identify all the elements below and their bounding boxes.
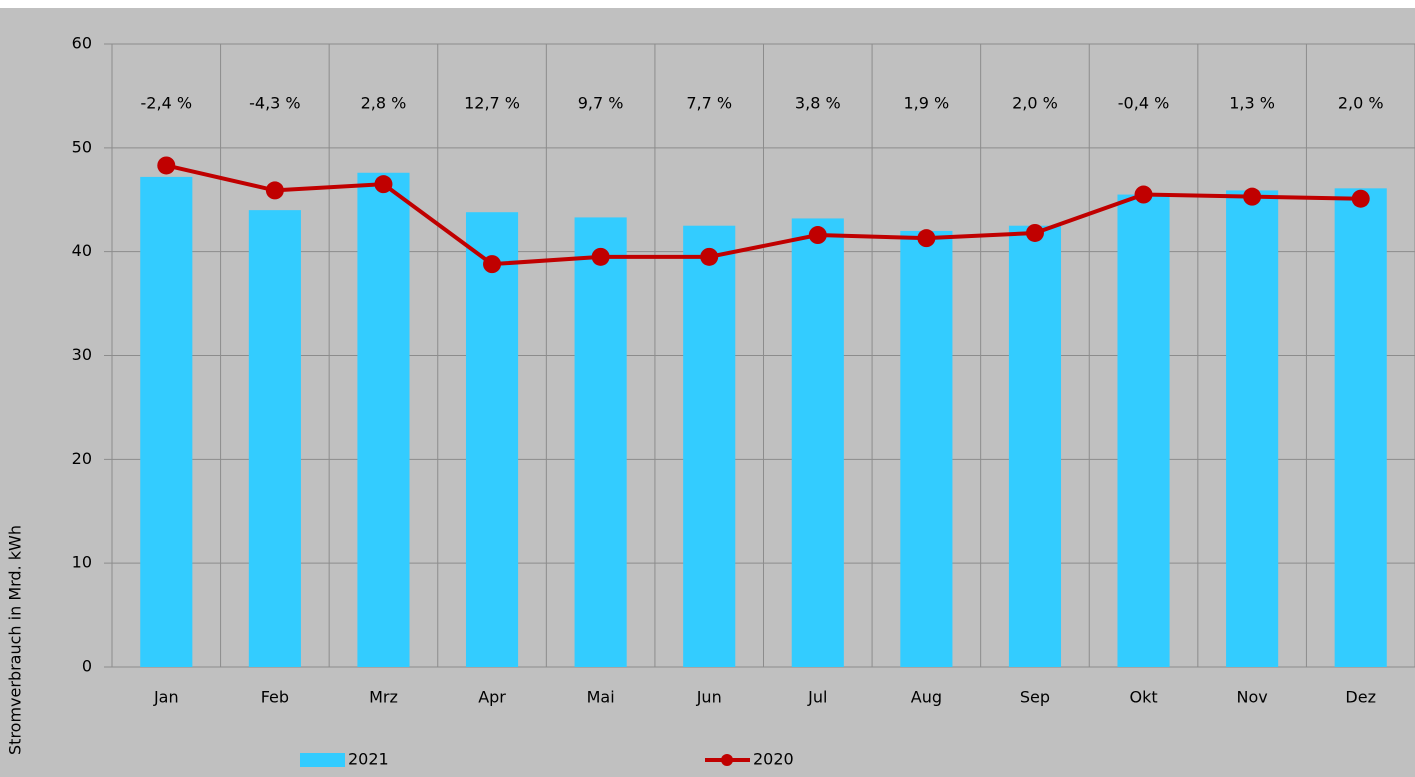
line (165, 163, 1361, 267)
annotation: -4,3 % (249, 94, 301, 113)
marker (591, 247, 610, 266)
marker (1025, 223, 1044, 242)
x-tick-label: Apr (478, 688, 506, 707)
marker (265, 181, 284, 200)
annotation: 7,7 % (686, 94, 732, 113)
bar (683, 225, 736, 668)
bar (357, 172, 410, 667)
y-tick-label: 10 (72, 553, 92, 572)
legend-label: 2021 (348, 750, 389, 769)
y-tick-label: 60 (72, 34, 92, 53)
marker (1134, 185, 1153, 204)
y-axis-label: Stromverbrauch in Mrd. kWh (6, 525, 25, 755)
annotation: 2,0 % (1338, 94, 1384, 113)
marker (157, 156, 176, 175)
marker (700, 247, 719, 266)
x-tick-label: Feb (261, 688, 289, 707)
bar (140, 176, 193, 667)
x-tick-label: Dez (1345, 688, 1376, 707)
legend-marker (721, 754, 733, 766)
x-tick-label: Sep (1020, 688, 1050, 707)
bar (1226, 190, 1279, 667)
annotation: 9,7 % (578, 94, 624, 113)
y-tick-label: 0 (82, 657, 92, 676)
x-tick-label: Mai (587, 688, 615, 707)
annotation: 3,8 % (795, 94, 841, 113)
x-tick-label: Jul (807, 688, 827, 707)
annotation: -0,4 % (1118, 94, 1170, 113)
legend-label: 2020 (753, 750, 794, 769)
bar (900, 230, 953, 667)
annotation: 1,3 % (1229, 94, 1275, 113)
x-tick-label: Aug (911, 688, 942, 707)
annotation: 2,8 % (361, 94, 407, 113)
y-tick-label: 30 (72, 345, 92, 364)
marker (917, 229, 936, 248)
x-tick-label: Mrz (369, 688, 398, 707)
annotation: 1,9 % (904, 94, 950, 113)
bar (791, 218, 844, 667)
bar (574, 217, 627, 667)
marker (1351, 189, 1370, 208)
annotation: -2,4 % (141, 94, 193, 113)
marker (483, 255, 502, 274)
x-tick-label: Jun (696, 688, 722, 707)
bar (1334, 188, 1387, 667)
marker (374, 175, 393, 194)
x-tick-label: Nov (1237, 688, 1268, 707)
y-tick-label: 20 (72, 449, 92, 468)
annotation: 2,0 % (1012, 94, 1058, 113)
marker (1243, 187, 1262, 206)
x-tick-label: Okt (1129, 688, 1157, 707)
bar (248, 210, 301, 667)
x-tick-label: Jan (153, 688, 179, 707)
bar (1008, 225, 1062, 668)
y-tick-label: 50 (72, 137, 92, 156)
legend-swatch (300, 753, 345, 767)
bar (465, 212, 519, 667)
bar (1117, 194, 1170, 667)
annotation: 12,7 % (464, 94, 520, 113)
marker (808, 226, 827, 245)
y-tick-label: 40 (72, 241, 92, 260)
